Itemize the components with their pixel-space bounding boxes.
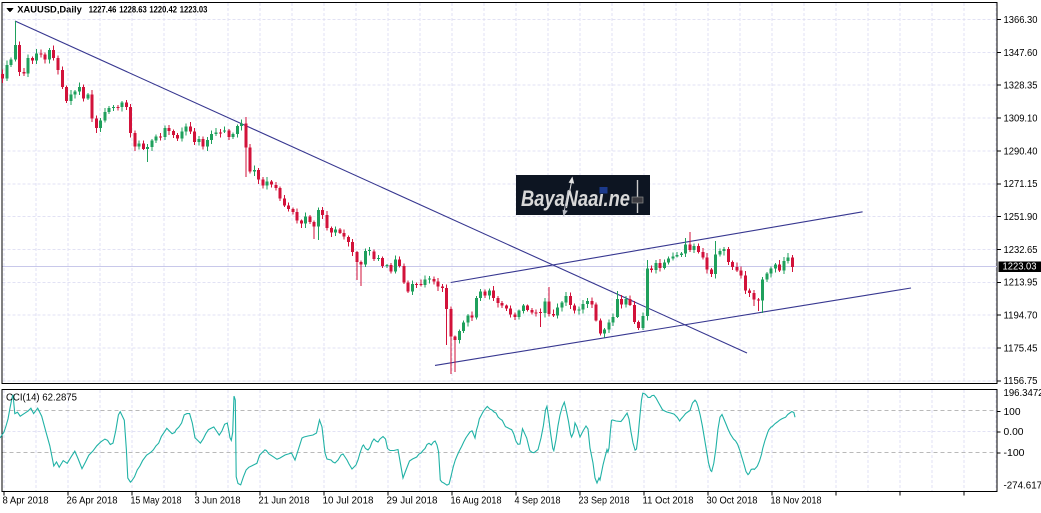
svg-text:196.3472: 196.3472 (1004, 388, 1041, 399)
svg-text:15 May 2018: 15 May 2018 (131, 496, 182, 507)
svg-text:1251.90: 1251.90 (1004, 212, 1038, 223)
svg-text:1228.63: 1228.63 (119, 5, 147, 16)
svg-text:29 Jul 2018: 29 Jul 2018 (387, 496, 438, 507)
svg-text:1223.03: 1223.03 (1003, 262, 1037, 273)
svg-text:1366.30: 1366.30 (1004, 15, 1038, 26)
svg-text:1309.10: 1309.10 (1004, 114, 1038, 125)
svg-text:18 Nov 2018: 18 Nov 2018 (771, 496, 822, 507)
svg-text:26 Apr 2018: 26 Apr 2018 (67, 496, 118, 507)
svg-text:1347.60: 1347.60 (1004, 48, 1038, 59)
svg-text:BayaNaai.ne: BayaNaai.ne (521, 186, 630, 211)
svg-text:23 Sep 2018: 23 Sep 2018 (579, 496, 630, 507)
svg-text:11 Oct 2018: 11 Oct 2018 (643, 496, 694, 507)
svg-text:8 Apr 2018: 8 Apr 2018 (3, 496, 49, 507)
svg-text:1213.95: 1213.95 (1004, 278, 1038, 289)
svg-text:-274.6174: -274.6174 (1004, 481, 1041, 492)
svg-text:1223.03: 1223.03 (180, 5, 208, 16)
svg-text:10 Jul 2018: 10 Jul 2018 (323, 496, 374, 507)
svg-text:1271.15: 1271.15 (1004, 179, 1038, 190)
svg-text:1232.65: 1232.65 (1004, 245, 1038, 256)
svg-text:1328.35: 1328.35 (1004, 81, 1038, 92)
svg-text:4 Sep 2018: 4 Sep 2018 (515, 496, 561, 507)
svg-text:CCI(14) 62.2875: CCI(14) 62.2875 (6, 392, 77, 403)
svg-text:100: 100 (1004, 407, 1021, 418)
svg-text:-100: -100 (1004, 448, 1025, 459)
svg-text:3 Jun 2018: 3 Jun 2018 (195, 496, 241, 507)
svg-text:XAUUSD,Daily: XAUUSD,Daily (17, 5, 82, 16)
svg-text:1194.70: 1194.70 (1004, 311, 1038, 322)
svg-text:1227.46: 1227.46 (89, 5, 117, 16)
svg-text:1156.75: 1156.75 (1004, 376, 1038, 387)
svg-text:0.00: 0.00 (1004, 427, 1024, 438)
svg-text:1290.40: 1290.40 (1004, 146, 1038, 157)
svg-text:16 Aug 2018: 16 Aug 2018 (451, 496, 502, 507)
svg-text:30 Oct 2018: 30 Oct 2018 (707, 496, 758, 507)
svg-text:1220.42: 1220.42 (149, 5, 177, 16)
svg-text:1175.45: 1175.45 (1004, 343, 1038, 354)
svg-text:21 Jun 2018: 21 Jun 2018 (259, 496, 310, 507)
